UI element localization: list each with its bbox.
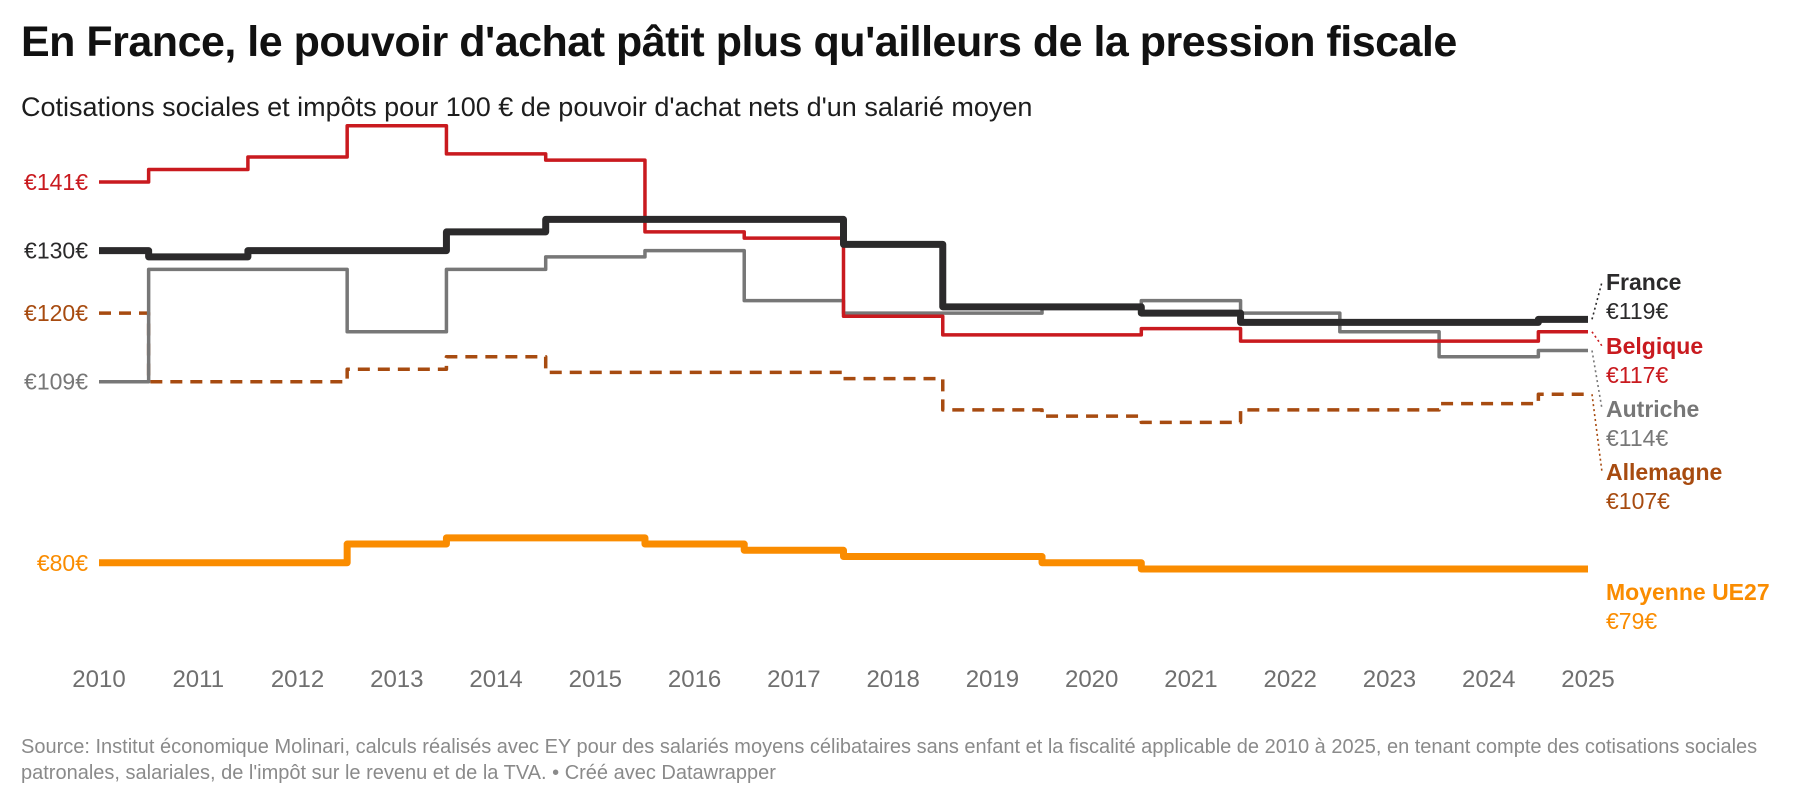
series-line-moyenne-ue27: [99, 534, 1588, 573]
end-value-autriche: €114€: [1606, 425, 1668, 451]
x-tick-label-2025: 2025: [1561, 666, 1614, 693]
x-tick-label-2012: 2012: [271, 666, 324, 693]
start-value-allemagne: €120€: [24, 300, 88, 326]
series-line-france: [99, 215, 1588, 326]
x-tick-label-2020: 2020: [1065, 666, 1118, 693]
end-value-allemagne: €107€: [1606, 488, 1670, 514]
x-tick-label-2014: 2014: [469, 666, 522, 693]
x-tick-label-2022: 2022: [1264, 666, 1317, 693]
x-tick-label-2017: 2017: [767, 666, 820, 693]
label-connector-belgique: [1591, 331, 1603, 347]
start-value-france: €130€: [24, 238, 88, 264]
end-value-belgique: €117€: [1606, 362, 1668, 388]
series-name-label-allemagne: Allemagne: [1606, 459, 1722, 485]
end-value-france: €119€: [1606, 298, 1668, 324]
series-layer: [99, 124, 1588, 573]
x-tick-label-2023: 2023: [1363, 666, 1416, 693]
series-name-label-moyenne-ue27: Moyenne UE27: [1606, 579, 1770, 605]
end-labels: Belgique €117€ Autriche €114€ Allemagne €107€…: [1591, 269, 1770, 634]
start-value-autriche: €109€: [24, 369, 88, 395]
x-tick-label-2021: 2021: [1164, 666, 1217, 693]
series-name-label-france: France: [1606, 269, 1681, 295]
x-tick-label-2013: 2013: [370, 666, 423, 693]
end-value-moyenne-ue27: €79€: [1606, 608, 1657, 634]
x-tick-label-2015: 2015: [569, 666, 622, 693]
series-line-belgique: [99, 124, 1588, 343]
series-line-allemagne: [99, 311, 1588, 425]
start-value-belgique: €141€: [24, 169, 88, 195]
step-line-chart: 2010 2011 2012 2013 2014 2015 2016 2017 2018 2019…: [24, 124, 1770, 693]
x-tick-label-2024: 2024: [1462, 666, 1515, 693]
x-tick-label-2018: 2018: [866, 666, 919, 693]
label-connector-allemagne: [1591, 394, 1603, 473]
series-name-label-autriche: Autriche: [1606, 396, 1699, 422]
x-axis: 2010 2011 2012 2013 2014 2015 2016 2017 2018 2019…: [72, 666, 1614, 693]
chart-title: En France, le pouvoir d'achat pâtit plus…: [21, 18, 1457, 66]
start-labels: €141€ €109€ €120€ €130€ €80€: [24, 169, 88, 576]
label-connector-france: [1591, 281, 1603, 320]
x-tick-label-2011: 2011: [172, 666, 224, 693]
x-tick-label-2019: 2019: [966, 666, 1019, 693]
start-value-moyenne-ue27: €80€: [37, 550, 88, 576]
x-tick-label-2010: 2010: [72, 666, 125, 693]
x-tick-label-2016: 2016: [668, 666, 721, 693]
source-note: Source: Institut économique Molinari, ca…: [21, 736, 1758, 784]
chart-subtitle: Cotisations sociales et impôts pour 100 …: [21, 92, 1033, 122]
series-name-label-belgique: Belgique: [1606, 333, 1703, 359]
